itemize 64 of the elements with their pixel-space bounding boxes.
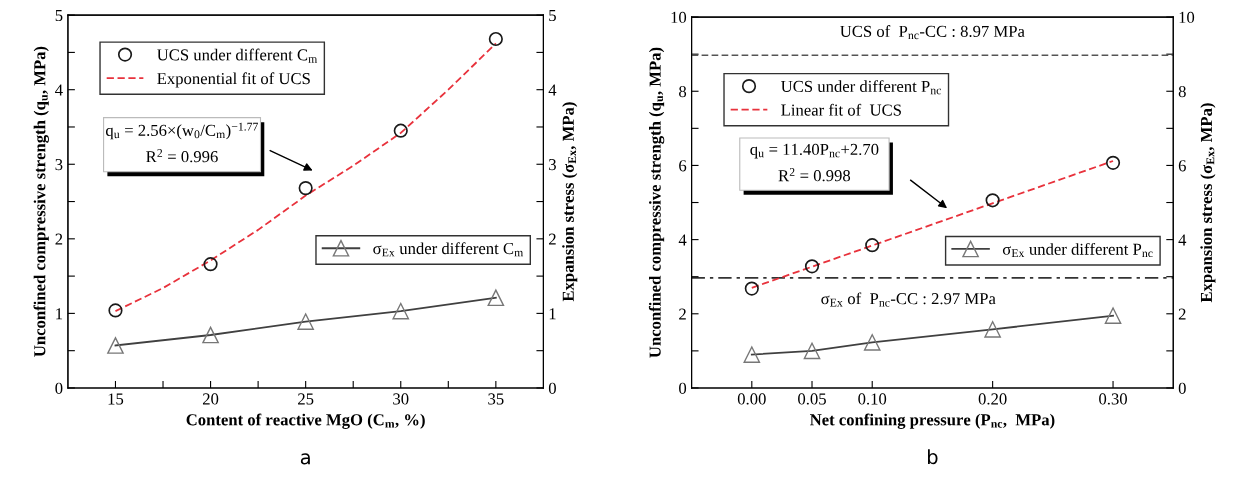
y2-axis-title: Expansion stress (σ$_{Ex}$, MPa)	[1200, 103, 1216, 303]
legend-label: UCS under different C$_{m}$	[157, 48, 318, 63]
y-tick-label: 8	[679, 85, 687, 98]
y2-tick-label: 5	[549, 10, 556, 22]
y2-tick-label: 1	[549, 308, 556, 320]
y-tick-label: 2	[679, 308, 686, 320]
point	[804, 259, 820, 274]
point	[865, 238, 880, 253]
ref-line-label: σ$_{Ex}$ of P$_{nc}$-CC : 2.97 MPa	[821, 292, 996, 307]
y2-tick-label: 0	[548, 382, 556, 394]
y-tick-label: 10	[671, 11, 687, 24]
x-tick-label: 0.20	[978, 393, 1007, 405]
point	[985, 193, 1000, 208]
annotation: q$_{u}$ = 11.40P$_{nc}$+2.70	[750, 143, 879, 159]
y-tick-label: 4	[678, 234, 687, 246]
y2-tick-label: 4	[548, 84, 557, 96]
x-tick-label: 20	[202, 393, 219, 405]
x-tick-label: 0.05	[798, 393, 826, 405]
annotation: q$_{u}$ = 2.56×(w$_{0}$/C$_{m}$)$^{−1.77}$	[105, 122, 258, 140]
x-tick-label: 35	[488, 393, 504, 405]
y-tick-label: 2	[55, 233, 63, 245]
x-tick-label: 30	[393, 393, 409, 405]
x-axis-title: Content of reactive MgO (C$_{m}$, %)	[186, 413, 425, 429]
text: a	[300, 453, 310, 465]
x-axis-title: Net confining pressure (P$_{nc}$, MPa)	[809, 413, 1055, 429]
y-axis-title: Unconfined compressive strength (q$_{u}$, MPa)	[648, 47, 665, 358]
y-tick-label: 4	[55, 84, 63, 96]
y-tick-label: 0	[679, 382, 687, 394]
y2-tick-label: 6	[1178, 160, 1186, 172]
y2-tick-label: 8	[1178, 85, 1186, 98]
y2-tick-label: 2	[548, 233, 556, 245]
point	[108, 303, 123, 318]
point	[488, 31, 503, 47]
y-tick-label: 5	[55, 10, 63, 22]
point	[393, 123, 408, 138]
x-tick-label: 15	[108, 393, 124, 405]
y-tick-label: 1	[56, 308, 63, 320]
legend-label: UCS under different P$_{nc}$	[781, 80, 941, 95]
y-tick-label: 6	[679, 160, 687, 172]
x-tick-label: 0.30	[1099, 393, 1127, 405]
y2-tick-label: 3	[549, 159, 556, 171]
y2-tick-label: 2	[1178, 308, 1186, 320]
x-tick-label: 0.10	[858, 393, 887, 405]
y-tick-label: 3	[55, 159, 63, 171]
annotation: R$^{2}$ = 0.998	[778, 168, 851, 182]
x-tick-label: 25	[298, 393, 314, 405]
y2-tick-label: 4	[1178, 234, 1187, 246]
point	[203, 257, 218, 272]
y2-tick-label: 0	[1178, 382, 1186, 394]
legend-label: σ$_{Ex}$ under different C$_{m}$	[373, 242, 524, 257]
y2-axis-title: Expansion stress (σ$_{Ex}$, MPa)	[562, 102, 578, 302]
x-tick-label: 0.00	[737, 393, 766, 405]
y2-tick-label: 10	[1179, 11, 1195, 24]
y-tick-label: 0	[55, 382, 63, 394]
annotation: R$^{2}$ = 0.996	[146, 149, 218, 163]
legend-label: Exponential fit of UCS	[157, 72, 310, 88]
y-axis-title: Unconfined compressive strength (q$_{u}$, MPa)	[33, 46, 49, 357]
point	[298, 181, 313, 196]
point	[1105, 155, 1121, 170]
legend-label: Linear fit of UCS	[781, 103, 901, 116]
legend-label: σ$_{Ex}$ under different P$_{nc}$	[1002, 242, 1153, 258]
text: b	[928, 449, 938, 465]
point	[744, 281, 759, 296]
ref-line-label: UCS of P$_{nc}$-CC : 8.97 MPa	[840, 25, 1025, 40]
